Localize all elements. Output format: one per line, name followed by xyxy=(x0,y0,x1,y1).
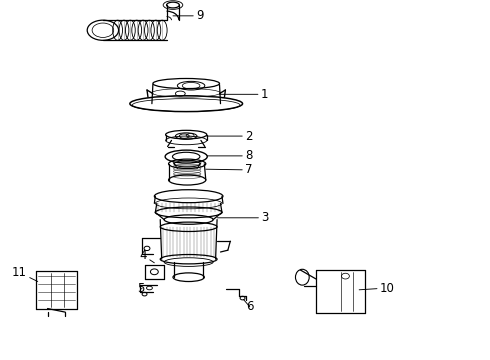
Text: 4: 4 xyxy=(140,249,154,263)
Text: 1: 1 xyxy=(220,88,268,101)
Text: 9: 9 xyxy=(173,9,203,22)
Text: 5: 5 xyxy=(137,282,145,295)
Text: 6: 6 xyxy=(244,300,253,313)
Text: 10: 10 xyxy=(359,282,394,294)
Text: 8: 8 xyxy=(207,149,252,162)
Text: 2: 2 xyxy=(207,130,252,143)
Text: 11: 11 xyxy=(12,266,38,282)
Text: 7: 7 xyxy=(206,163,252,176)
Text: 3: 3 xyxy=(217,211,269,224)
